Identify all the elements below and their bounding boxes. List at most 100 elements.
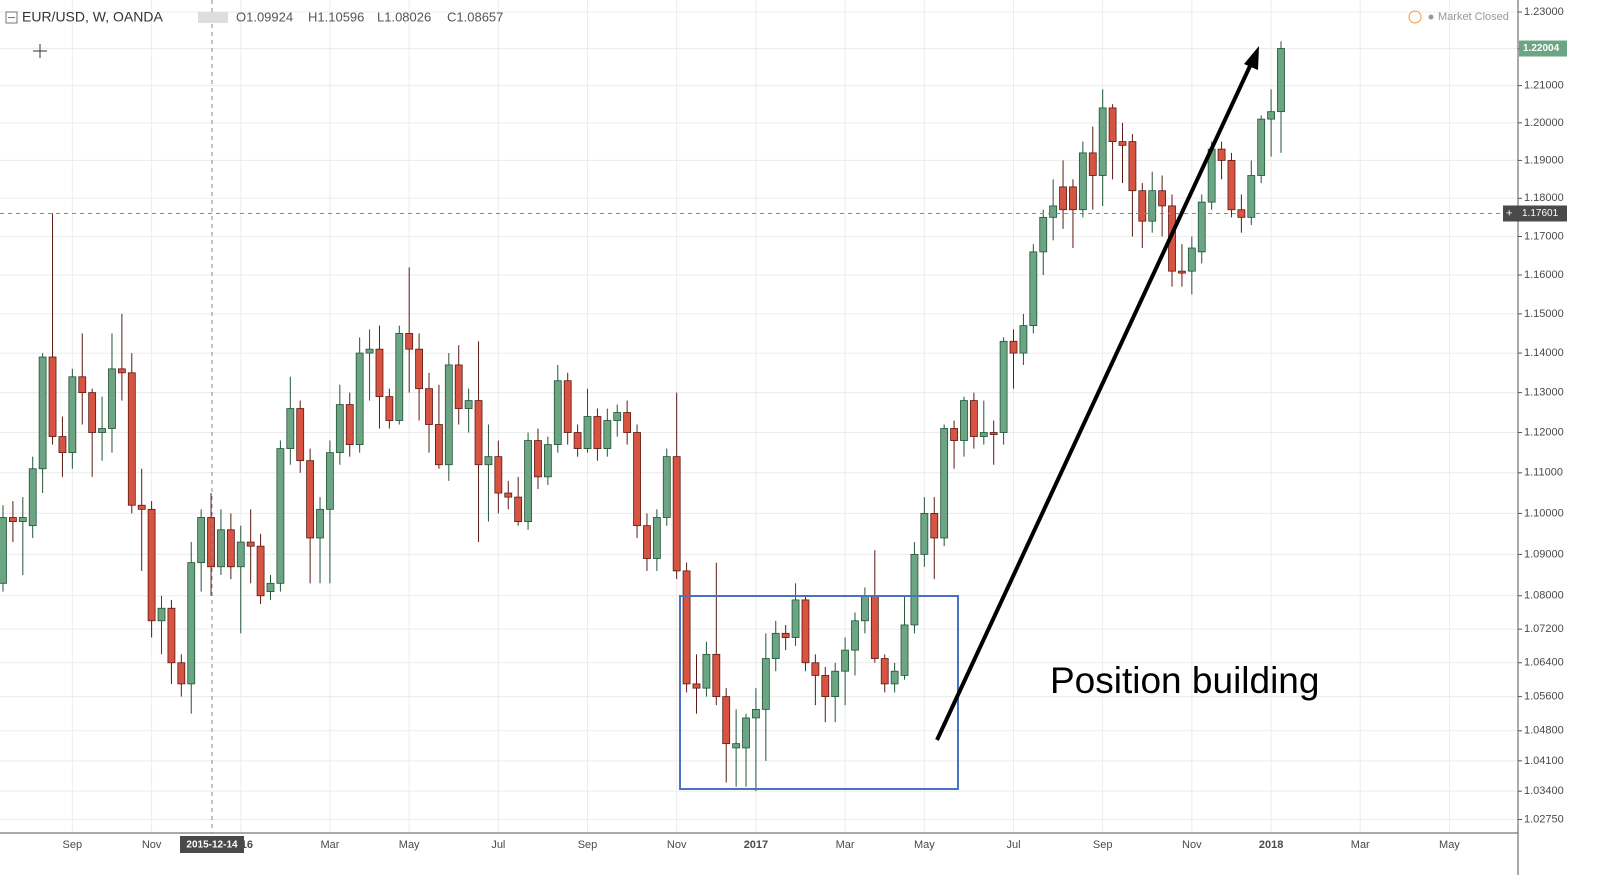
candle-body bbox=[821, 675, 830, 698]
y-tick-label: 1.18000 bbox=[1524, 192, 1564, 204]
candle-body bbox=[652, 517, 661, 559]
cursor bbox=[33, 44, 47, 58]
status: Market Closed bbox=[1438, 11, 1509, 23]
ohlc-close: C1.08657 bbox=[447, 9, 503, 24]
crosshair-plus: + bbox=[1506, 207, 1512, 219]
candle-body bbox=[672, 456, 681, 572]
candle-body bbox=[68, 376, 77, 454]
candle-body bbox=[851, 620, 859, 651]
candle-body bbox=[1029, 251, 1038, 327]
candle-body bbox=[781, 632, 790, 638]
x-tick-label: Jul bbox=[491, 839, 505, 851]
candle-body bbox=[613, 412, 622, 421]
candle-body bbox=[464, 400, 473, 409]
candle-body bbox=[950, 428, 958, 441]
candle-body bbox=[702, 653, 711, 689]
candle-body bbox=[1197, 201, 1206, 253]
candle-body bbox=[1108, 107, 1117, 142]
y-tick-label: 1.07200 bbox=[1524, 623, 1564, 635]
x-tick-label: Sep bbox=[1093, 839, 1113, 851]
candle-body bbox=[524, 440, 532, 522]
candle-body bbox=[18, 517, 27, 522]
y-tick-label: 1.03400 bbox=[1524, 785, 1564, 797]
candle-body bbox=[454, 364, 463, 409]
candle-body bbox=[801, 599, 810, 664]
y-tick-label: 1.08000 bbox=[1524, 590, 1564, 602]
candle-body bbox=[217, 529, 225, 568]
candle-body bbox=[1227, 160, 1236, 211]
x-tick-label: 2017 bbox=[744, 839, 768, 851]
collapse-icon[interactable] bbox=[5, 11, 18, 24]
crosshair-price-badge bbox=[1503, 205, 1567, 222]
candle-body bbox=[969, 400, 978, 437]
candle-body bbox=[563, 380, 572, 433]
candle-body bbox=[1138, 190, 1147, 222]
candles bbox=[0, 41, 1285, 792]
candle-body bbox=[177, 662, 186, 685]
candle-body bbox=[712, 653, 721, 698]
candle-body bbox=[742, 717, 750, 749]
candle-body bbox=[890, 670, 899, 685]
candle-body bbox=[326, 452, 334, 510]
candle-body bbox=[78, 376, 87, 394]
candle-body bbox=[662, 456, 671, 518]
candle-body bbox=[306, 460, 315, 539]
y-tick-label: 1.12000 bbox=[1524, 426, 1564, 438]
annotation: Position building bbox=[1050, 660, 1319, 701]
y-tick-label: 1.20000 bbox=[1524, 117, 1564, 129]
candle-body bbox=[643, 525, 651, 559]
y-tick-label: 1.21000 bbox=[1524, 80, 1564, 92]
candle-body bbox=[256, 545, 265, 597]
candle-body bbox=[722, 696, 731, 745]
candle-body bbox=[88, 392, 97, 433]
candle-body bbox=[1158, 190, 1167, 207]
candle-body bbox=[593, 416, 602, 449]
arrow-head bbox=[1244, 46, 1259, 70]
x-tick-label: Nov bbox=[1182, 839, 1202, 851]
candle-body bbox=[1049, 205, 1058, 218]
candle-body bbox=[633, 432, 641, 527]
candle-body bbox=[335, 404, 344, 454]
ohlc-high: H1.10596 bbox=[308, 9, 364, 24]
x-tick-label: Mar bbox=[1351, 839, 1370, 851]
candle-body bbox=[444, 364, 453, 466]
candle-body bbox=[861, 595, 869, 622]
y-tick-label: 1.23000 bbox=[1524, 6, 1564, 18]
y-tick-label: 1.06400 bbox=[1524, 657, 1564, 669]
candle-body bbox=[276, 448, 285, 584]
candle-body bbox=[761, 658, 770, 710]
candle-body bbox=[682, 570, 691, 685]
candle-body bbox=[1267, 111, 1275, 120]
candle-body bbox=[979, 432, 988, 437]
candle-body bbox=[920, 513, 929, 555]
y-tick-label: 1.05600 bbox=[1524, 691, 1564, 703]
candle-body bbox=[692, 683, 701, 689]
candle-body bbox=[474, 400, 483, 466]
candle-body bbox=[9, 517, 17, 522]
candle-body bbox=[494, 456, 503, 494]
candle-body bbox=[207, 517, 215, 568]
status-dot bbox=[1428, 14, 1434, 20]
candle-body bbox=[58, 436, 67, 454]
candle-body bbox=[573, 432, 582, 449]
y-tick-label: 1.02750 bbox=[1524, 813, 1564, 825]
y-tick-label: 1.09000 bbox=[1524, 548, 1564, 560]
y-tick-label: 1.04800 bbox=[1524, 725, 1564, 737]
candle-body bbox=[236, 541, 245, 568]
y-tick-label: 1.13000 bbox=[1524, 387, 1564, 399]
candle-body bbox=[405, 333, 414, 350]
candle-body bbox=[999, 340, 1008, 433]
x-tick-label: Jul bbox=[1006, 839, 1020, 851]
candle-body bbox=[623, 412, 632, 433]
candle-body bbox=[504, 492, 513, 498]
candle-body bbox=[910, 553, 919, 626]
candle-body bbox=[28, 468, 37, 527]
candle-body bbox=[752, 709, 760, 719]
candle-body bbox=[960, 400, 968, 441]
candle-body bbox=[395, 333, 404, 421]
x-tick-label: Sep bbox=[578, 839, 598, 851]
candle-body bbox=[771, 632, 780, 659]
candle-body bbox=[355, 352, 364, 445]
candle-body bbox=[167, 607, 176, 664]
